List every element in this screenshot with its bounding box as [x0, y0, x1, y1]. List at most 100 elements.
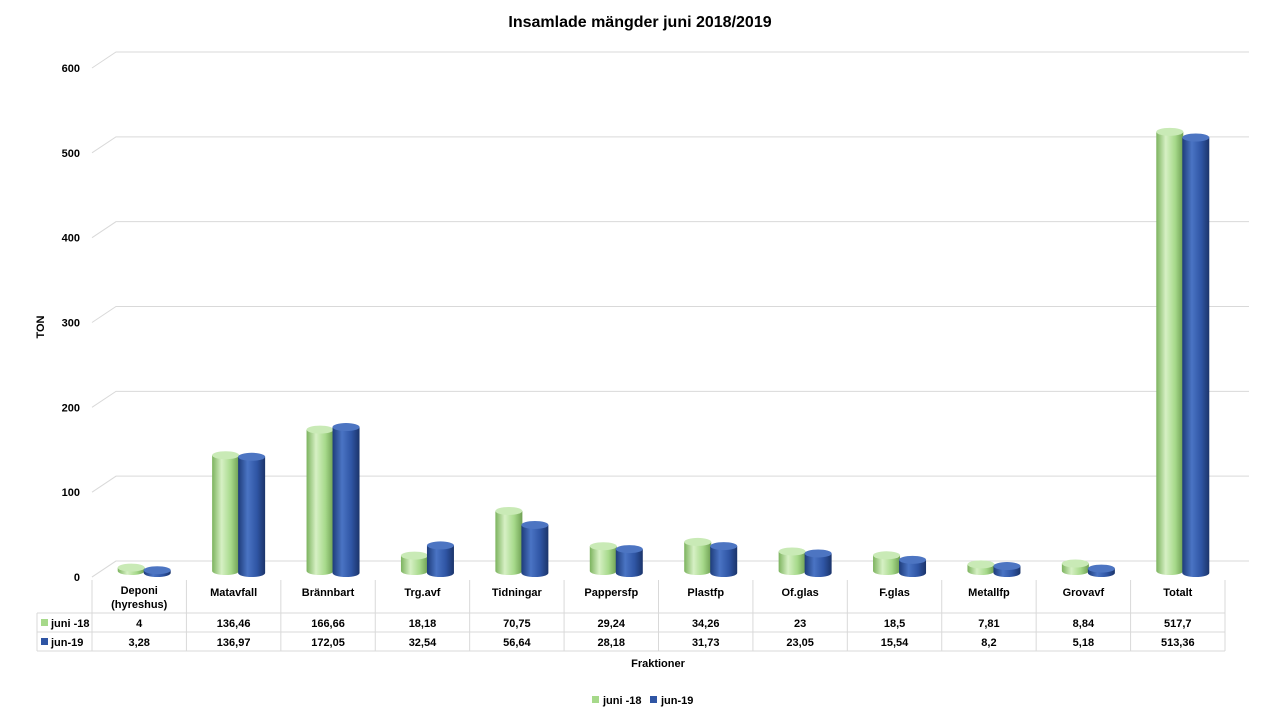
bar-cap	[306, 425, 334, 434]
bar-cap	[804, 549, 832, 558]
bar-cap	[1182, 133, 1210, 142]
bar-juni-18	[495, 506, 523, 575]
bar-cap	[1061, 559, 1089, 568]
data-label: 23,05	[786, 637, 814, 649]
category-label: Trg.avf	[404, 587, 440, 599]
axis-line	[91, 560, 117, 578]
y-ticks: 0 100 200 300 400 500 600	[62, 63, 80, 584]
bar-body	[778, 551, 806, 575]
bar-juni-18	[212, 451, 240, 575]
bar-cap	[212, 451, 240, 460]
data-label: 56,64	[503, 637, 531, 649]
bar-jun-19	[426, 541, 454, 577]
bar-cap	[495, 506, 523, 515]
bar-cap	[426, 541, 454, 550]
y-tick-label: 600	[62, 63, 80, 75]
bar-cap	[589, 542, 617, 551]
data-label: 517,7	[1164, 618, 1192, 630]
data-label: 5,18	[1073, 637, 1094, 649]
category-label: Totalt	[1163, 587, 1192, 599]
data-label: 166,66	[311, 618, 345, 630]
data-label: 29,24	[598, 618, 626, 630]
y-tick-label: 200	[62, 402, 80, 414]
bar-juni-18	[306, 425, 334, 575]
data-label: 8,84	[1073, 618, 1095, 630]
category-label: Of.glas	[781, 587, 818, 599]
bar-cap	[778, 547, 806, 556]
bar-cap	[873, 551, 901, 560]
bar-juni-18	[400, 551, 428, 575]
bar-jun-19	[899, 555, 927, 577]
bar-juni-18	[778, 547, 806, 575]
bar-cap	[332, 423, 360, 432]
data-label: 34,26	[692, 618, 720, 630]
bar-cap	[899, 555, 927, 564]
data-label: 3,28	[128, 637, 149, 649]
bar-juni-18	[1061, 559, 1089, 575]
data-label: 172,05	[311, 637, 345, 649]
bar-jun-19	[521, 520, 549, 577]
gridline	[91, 475, 1249, 493]
bar-jun-19	[238, 452, 266, 577]
bar-cap	[238, 452, 266, 461]
bar-juni-18	[873, 551, 901, 575]
category-label: Brännbart	[302, 587, 355, 599]
bar-jun-19	[1087, 564, 1115, 577]
y-tick-label: 400	[62, 233, 80, 245]
bar-body	[212, 455, 240, 575]
bar-cap	[1087, 564, 1115, 573]
bar-cap	[117, 563, 145, 572]
bar-body	[400, 555, 428, 575]
category-label: Grovavf	[1063, 587, 1105, 599]
data-label: 28,18	[598, 637, 626, 649]
bar-cap	[967, 560, 995, 569]
bar-juni-18	[1156, 127, 1184, 575]
bar-juni-18	[684, 537, 712, 575]
y-tick-label: 0	[74, 572, 80, 584]
bar-cap	[993, 562, 1021, 571]
y-tick-label: 100	[62, 487, 80, 499]
bar-body	[306, 429, 334, 575]
bar-juni-18	[967, 560, 995, 575]
gridline	[91, 306, 1249, 323]
category-label: Matavfall	[210, 587, 257, 599]
bar-body	[710, 546, 738, 577]
bar-jun-19	[804, 549, 832, 577]
bar-cap	[400, 551, 428, 560]
gridline	[91, 390, 1249, 408]
bar-juni-18	[589, 542, 617, 575]
bar-cap	[1156, 127, 1184, 136]
category-label: (hyreshus)	[111, 599, 168, 611]
bars	[117, 127, 1210, 577]
data-label: 7,81	[978, 618, 999, 630]
category-label: Plastfp	[687, 587, 724, 599]
gridline	[91, 51, 1249, 69]
bar-cap	[615, 545, 643, 554]
legend-entry: juni -18	[602, 695, 642, 707]
gridline	[91, 221, 1249, 239]
bar-cap	[710, 542, 738, 551]
bar-body	[589, 546, 617, 575]
bar-body	[495, 510, 523, 575]
x-axis-label: Fraktioner	[631, 658, 686, 670]
legend: juni -18 jun-19	[592, 695, 693, 707]
legend-key	[41, 638, 48, 645]
data-label: 32,54	[409, 637, 437, 649]
data-label: 23	[794, 618, 806, 630]
bar-body	[684, 541, 712, 575]
bar-body	[332, 427, 360, 577]
data-label: 513,36	[1161, 637, 1195, 649]
bar-body	[521, 524, 549, 577]
data-label: 15,54	[881, 637, 909, 649]
category-label: Pappersfp	[584, 587, 638, 599]
bar-jun-19	[332, 423, 360, 577]
bar-body	[238, 456, 266, 577]
bar-body	[899, 559, 927, 577]
bar-body	[426, 545, 454, 577]
bar-jun-19	[710, 542, 738, 577]
data-table: Deponi (hyreshus) 4 3,28 Matavfall 136,46 136,…	[36, 580, 1226, 652]
bar-body	[1182, 137, 1210, 577]
y-axis-label: TON	[35, 315, 47, 338]
bar-body	[804, 553, 832, 577]
